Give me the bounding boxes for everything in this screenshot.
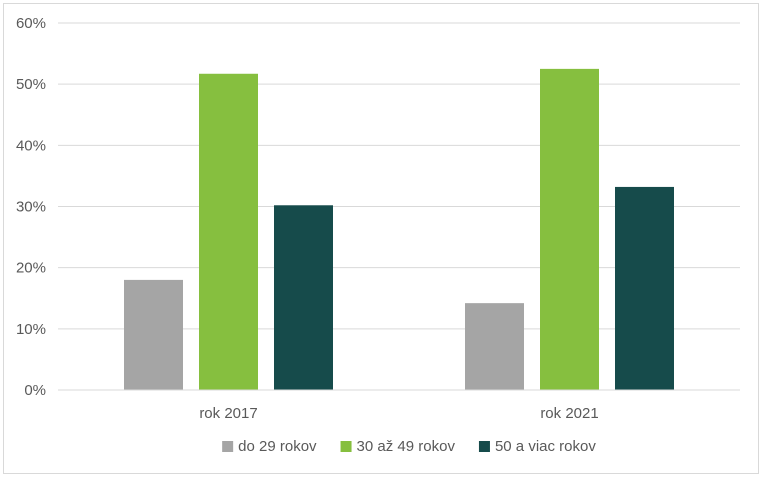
bar — [199, 73, 258, 390]
x-tick-label: rok 2017 — [199, 405, 257, 422]
y-tick-label: 0% — [24, 382, 46, 399]
y-tick-label: 40% — [16, 137, 46, 154]
y-tick-label: 50% — [16, 76, 46, 93]
legend-swatch — [340, 441, 352, 452]
legend-label: do 29 rokov — [238, 438, 317, 455]
y-tick-label: 60% — [16, 15, 46, 32]
bar — [124, 279, 183, 390]
y-tick-label: 10% — [16, 321, 46, 338]
bars — [124, 68, 674, 390]
legend-swatch — [478, 441, 490, 452]
y-axis-tick-labels: 0% 10% 20% 30% 40% 50% 60% — [16, 15, 46, 399]
legend-swatch — [222, 441, 234, 452]
bar — [274, 205, 333, 390]
y-tick-label: 30% — [16, 199, 46, 216]
bar — [615, 186, 674, 390]
legend-label: 30 až 49 rokov — [357, 438, 456, 455]
x-axis-tick-labels: rok 2017 rok 2021 — [199, 405, 598, 422]
y-tick-label: 20% — [16, 260, 46, 277]
bar — [540, 68, 599, 390]
x-tick-label: rok 2021 — [540, 405, 598, 422]
legend: do 29 rokov 30 až 49 rokov 50 a viac rokov — [222, 438, 596, 455]
bar — [465, 303, 524, 390]
legend-label: 50 a viac rokov — [495, 438, 596, 455]
